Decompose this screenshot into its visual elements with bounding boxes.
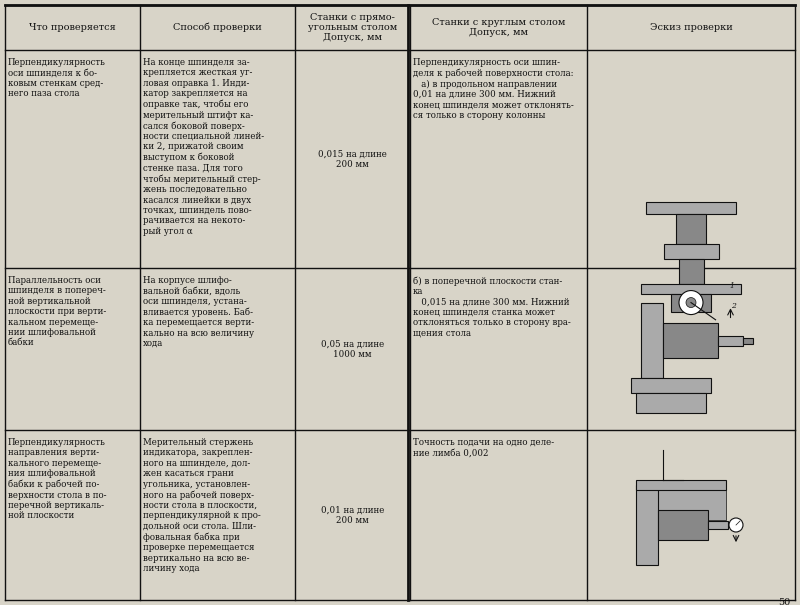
Bar [676, 214, 706, 244]
Circle shape [679, 290, 703, 315]
Bar [743, 338, 753, 344]
Circle shape [686, 298, 696, 307]
Text: Станки с прямо-
угольным столом
Допуск, мм: Станки с прямо- угольным столом Допуск, … [308, 13, 397, 42]
Text: Перпендикулярность оси шпин-
деля к рабочей поверхности стола:
   а) в продольно: Перпендикулярность оси шпин- деля к рабо… [413, 58, 574, 120]
Bar [663, 244, 718, 258]
Text: 2: 2 [731, 301, 736, 310]
Text: На конце шпинделя за-
крепляется жесткая уг-
ловая оправка 1. Инди-
катор закреп: На конце шпинделя за- крепляется жесткая… [143, 58, 264, 236]
Text: Перпендикулярность
направления верти-
кального перемеще-
ния шлифовальной
бабки : Перпендикулярность направления верти- ка… [8, 438, 106, 520]
Bar [671, 293, 711, 312]
Bar [718, 336, 743, 346]
Text: Мерительный стержень
индикатора, закреплен-
ного на шпинделе, дол-
жен касаться : Мерительный стержень индикатора, закрепл… [143, 438, 261, 573]
Bar [641, 284, 741, 293]
Bar [658, 510, 708, 540]
Text: 0,01 на длине
200 мм: 0,01 на длине 200 мм [321, 505, 384, 525]
Bar [708, 521, 728, 529]
Text: 0,05 на длине
1000 мм: 0,05 на длине 1000 мм [321, 339, 384, 359]
Text: Параллельность оси
шпинделя в попереч-
ной вертикальной
плоскости при верти-
кал: Параллельность оси шпинделя в попереч- н… [8, 276, 106, 347]
Bar [631, 378, 711, 393]
Bar [678, 258, 703, 284]
Bar [646, 201, 736, 214]
Text: 1: 1 [729, 281, 734, 290]
Text: На корпусе шлифо-
вальной бабки, вдоль
оси шпинделя, устана-
вливается уровень. : На корпусе шлифо- вальной бабки, вдоль о… [143, 276, 254, 348]
Text: Что проверяется: Что проверяется [29, 23, 116, 32]
Text: б) в поперечной плоскости стан-
ка
   0,015 на длине 300 мм. Нижний
конец шпинде: б) в поперечной плоскости стан- ка 0,015… [413, 276, 570, 338]
Text: Способ проверки: Способ проверки [173, 23, 262, 32]
Text: 50: 50 [778, 598, 790, 605]
Circle shape [729, 518, 743, 532]
Bar [663, 324, 718, 358]
Text: Станки с круглым столом
Допуск, мм: Станки с круглым столом Допуск, мм [432, 18, 565, 37]
Text: Эскиз проверки: Эскиз проверки [650, 23, 732, 32]
Text: 0,015 на длине
200 мм: 0,015 на длине 200 мм [318, 149, 387, 169]
Bar [636, 393, 706, 413]
Bar [641, 303, 663, 378]
Bar [636, 485, 658, 565]
Bar [636, 490, 726, 520]
Bar [636, 480, 726, 490]
Text: Перпендикулярность
оси шпинделя к бо-
ковым стенкам сред-
него паза стола: Перпендикулярность оси шпинделя к бо- ко… [8, 58, 106, 98]
Text: Точность подачи на одно деле-
ние лимба 0,002: Точность подачи на одно деле- ние лимба … [413, 438, 554, 457]
